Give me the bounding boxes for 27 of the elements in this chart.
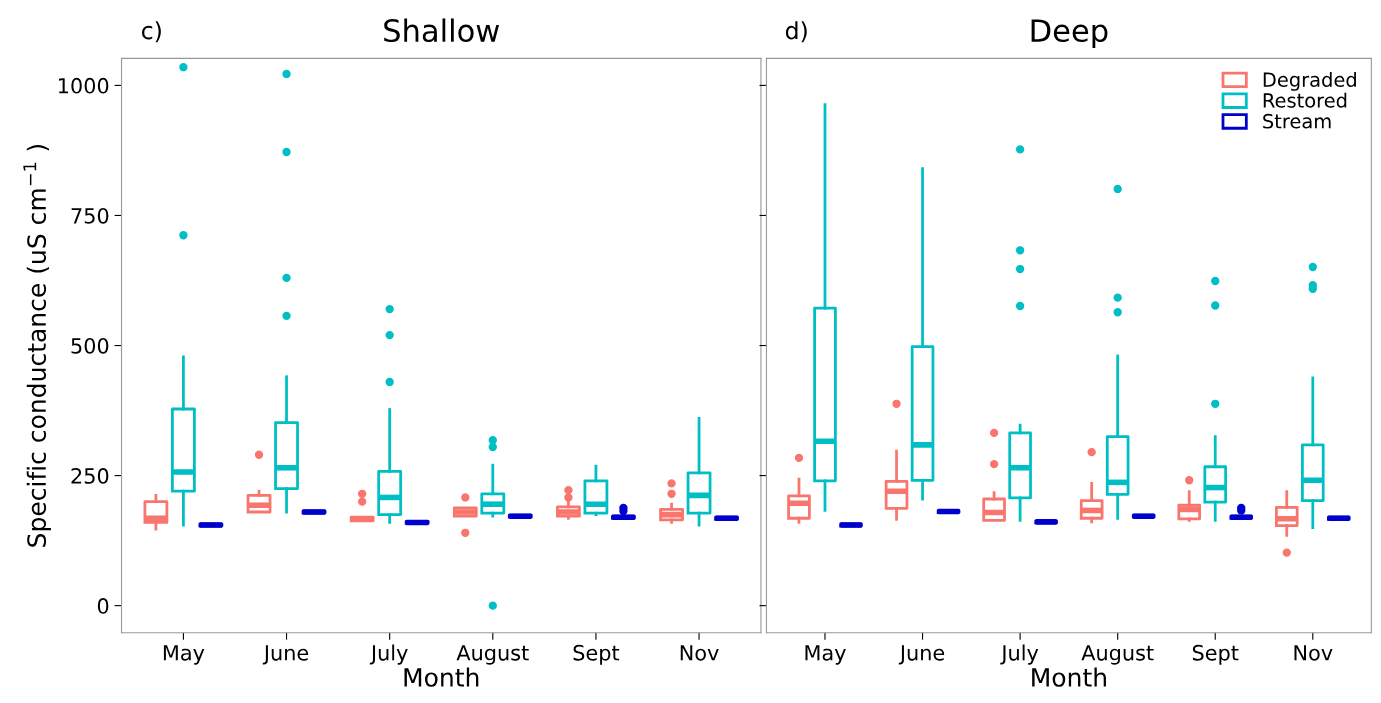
legend-label: Degraded (1263, 71, 1356, 91)
x-tick-label: July (369, 644, 408, 665)
x-tick-label: Sept (1192, 644, 1239, 665)
x-tick-label: May (805, 645, 846, 665)
text: d) (785, 21, 807, 43)
y-tick-label: 0 (97, 598, 109, 614)
y-axis-title: Specific conductance (uS cm$^{−1}$ ) (23, 144, 51, 547)
x-axis-title: Month (1032, 667, 1106, 687)
chart-title: Deep (1031, 19, 1108, 49)
x-tick-label: June (898, 645, 945, 665)
x-tick-label: August (456, 645, 529, 665)
x-tick-label: Nov (1294, 645, 1333, 661)
x-tick-label: July (1000, 644, 1039, 665)
legend-label: Restored (1263, 92, 1347, 108)
y-tick-label: 1000 (58, 77, 109, 94)
text: c) (142, 21, 161, 43)
x-axis-title: Month (404, 667, 479, 687)
x-tick-label: August (1081, 645, 1154, 665)
y-tick-label: 500 (71, 337, 109, 354)
x-tick-label: Sept (573, 644, 620, 665)
x-tick-label: May (163, 645, 205, 665)
legend-label: Stream (1263, 113, 1331, 129)
x-tick-label: June (262, 645, 309, 665)
y-tick-label: 750 (71, 207, 109, 224)
y-tick-label: 250 (71, 468, 109, 484)
x-tick-label: Nov (680, 645, 719, 661)
chart-title: Shallow (384, 18, 500, 43)
